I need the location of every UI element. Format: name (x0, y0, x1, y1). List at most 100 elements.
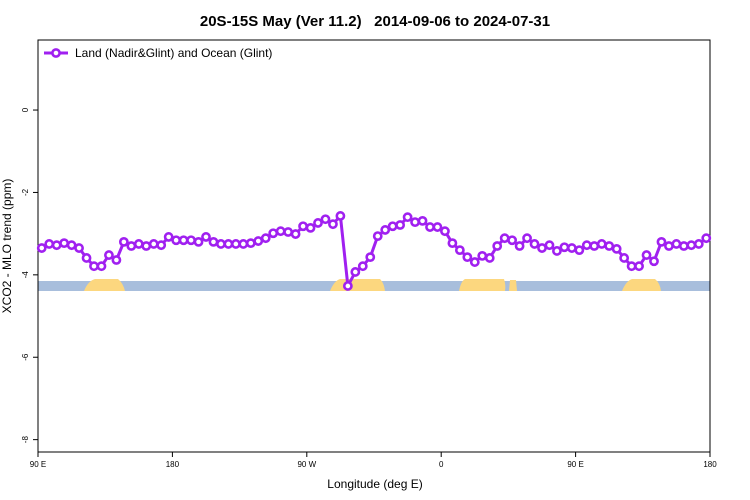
data-point (342, 281, 353, 291)
data-point (81, 253, 92, 263)
y-tick-label: 0 (21, 107, 30, 112)
data-point (290, 229, 301, 239)
data-point (417, 215, 428, 226)
y-tick-label: -2 (21, 188, 30, 196)
data-point (492, 241, 503, 251)
data-point (641, 250, 652, 260)
data-point (320, 214, 331, 225)
data-point (208, 236, 219, 247)
data-point (245, 238, 256, 249)
data-point (283, 227, 294, 237)
data-point (626, 261, 637, 272)
data-point (522, 233, 532, 244)
x-tick-label: 90 W (297, 460, 316, 469)
data-point (380, 225, 391, 235)
data-point (328, 219, 338, 230)
data-point (462, 252, 473, 263)
data-point (216, 239, 226, 249)
chart-title: 20S-15S May (Ver 11.2) 2014-09-06 to 202… (200, 13, 550, 30)
data-point (544, 240, 555, 251)
data-point (230, 239, 241, 249)
data-point (596, 239, 607, 249)
data-point (260, 233, 271, 244)
data-point (537, 243, 547, 253)
data-point (133, 239, 144, 249)
data-point (36, 243, 47, 253)
data-point (298, 221, 308, 232)
data-point (469, 257, 480, 267)
land-patch (509, 280, 517, 291)
data-point (410, 217, 420, 228)
data-point (693, 239, 704, 249)
data-point (611, 243, 622, 254)
data-point (432, 222, 443, 232)
data-point (186, 235, 196, 246)
data-point (104, 250, 114, 260)
data-point (559, 242, 570, 253)
data-point (171, 235, 182, 246)
data-point (201, 232, 211, 242)
land-patch (622, 279, 661, 291)
data-point (581, 240, 592, 251)
data-point (574, 245, 585, 256)
data-point (529, 239, 540, 249)
data-point (51, 240, 62, 251)
y-axis-label: XCO2 - MLO trend (ppm) (0, 179, 14, 314)
data-point (425, 222, 435, 232)
data-point (44, 239, 55, 249)
data-point (686, 240, 697, 251)
data-point (59, 238, 70, 249)
x-tick-label: 180 (166, 460, 180, 469)
x-tick-label: 90 E (30, 460, 46, 469)
data-point (402, 212, 413, 223)
data-point (678, 241, 689, 251)
land-patch (330, 279, 385, 291)
land-patch (459, 279, 506, 291)
data-point (649, 256, 659, 267)
data-point (484, 253, 495, 263)
data-point (163, 232, 174, 242)
data-point (656, 236, 667, 247)
data-point (357, 261, 368, 272)
x-axis-label: Longitude (deg E) (327, 477, 422, 491)
data-point (499, 233, 510, 244)
y-tick-label: -6 (21, 353, 30, 361)
data-point (89, 261, 99, 272)
data-point (253, 236, 264, 246)
x-tick-label: 0 (439, 460, 444, 469)
data-point (141, 241, 152, 251)
data-point (178, 235, 189, 246)
data-point (395, 220, 406, 230)
data-point (372, 231, 383, 242)
data-point (268, 228, 279, 239)
data-point (335, 211, 346, 221)
data-point (350, 267, 361, 277)
x-tick-label: 180 (703, 460, 717, 469)
data-point (66, 240, 77, 251)
data-point (148, 239, 159, 249)
data-point (514, 241, 525, 251)
data-point (126, 241, 137, 251)
data-point (619, 253, 630, 263)
data-point (275, 226, 286, 237)
data-point (96, 261, 107, 272)
x-tick-label: 90 E (567, 460, 583, 469)
data-point (566, 243, 577, 253)
data-point (634, 261, 644, 272)
y-tick-label: -8 (21, 436, 30, 444)
data-point (238, 239, 249, 249)
data-point (507, 235, 518, 246)
data-point (111, 255, 122, 265)
data-point (305, 222, 316, 233)
data-point (440, 226, 450, 237)
data-point (552, 246, 562, 256)
data-point (477, 250, 488, 261)
data-point (447, 238, 458, 249)
data-point (223, 239, 234, 249)
data-point (365, 252, 376, 263)
y-tick-label: -4 (21, 271, 30, 279)
data-point (701, 233, 712, 244)
data-point (118, 236, 129, 247)
data-point (74, 243, 84, 253)
